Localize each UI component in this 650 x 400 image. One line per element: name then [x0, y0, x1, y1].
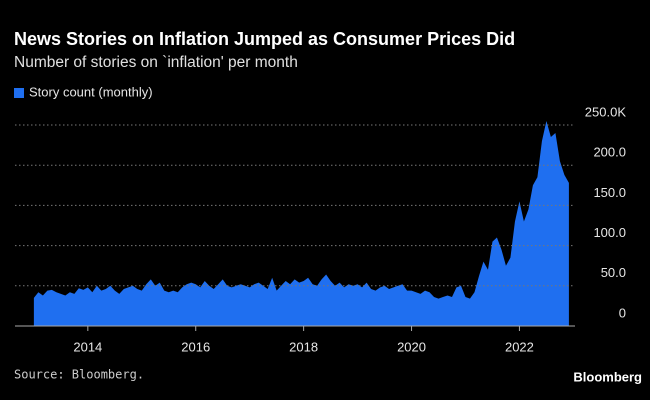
chart-title: News Stories on Inflation Jumped as Cons…	[14, 29, 515, 49]
y-tick-label: 150.0	[593, 185, 626, 200]
y-tick-label: 250.0K	[585, 104, 627, 119]
y-tick-label: 100.0	[593, 225, 626, 240]
legend-label: Story count (monthly)	[29, 84, 153, 99]
y-tick-label: 200.0	[593, 145, 626, 160]
y-tick-label: 0	[619, 305, 626, 320]
legend-swatch	[14, 88, 24, 98]
x-tick-label: 2014	[73, 339, 102, 354]
chart-subtitle: Number of stories on `inflation' per mon…	[14, 54, 298, 71]
area	[33, 120, 569, 326]
x-tick-label: 2018	[289, 339, 318, 354]
x-tick-label: 2020	[397, 339, 426, 354]
x-tick-label: 2016	[181, 339, 210, 354]
y-tick-label: 50.0	[601, 265, 626, 280]
brand: Bloomberg	[573, 369, 642, 384]
source: Source: Bloomberg.	[14, 368, 144, 382]
x-tick-label: 2022	[505, 339, 534, 354]
